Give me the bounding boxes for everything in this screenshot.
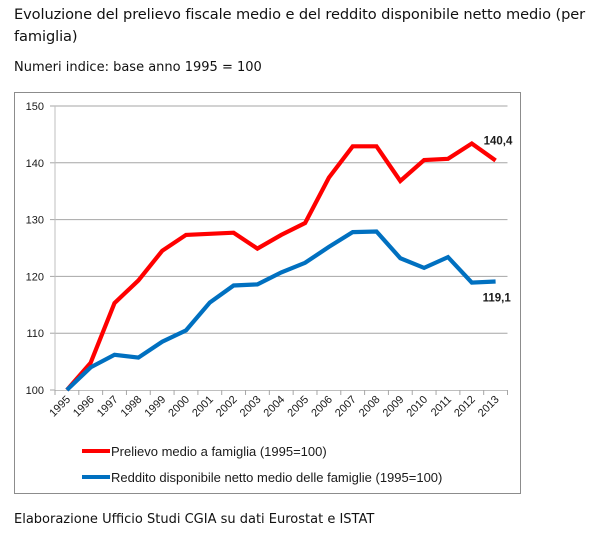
x-tick-label: 2012 [452,394,478,420]
x-tick-label: 1995 [47,394,73,420]
gridlines [55,105,508,334]
data-label-prelievo: 140,4 [484,136,513,148]
source-note: Elaborazione Ufficio Studi CGIA su dati … [14,512,375,527]
page-title: Evoluzione del prelievo fiscale medio e … [14,6,586,45]
chart-frame [14,92,521,494]
x-tick-label: 2009 [381,394,407,420]
x-tick-label: 2008 [357,394,383,420]
x-tick-label: 1999 [142,394,168,420]
data-labels: 140,4 119,1 [483,136,513,305]
data-label-reddito: 119,1 [483,293,512,305]
x-tick-label: 1997 [95,394,121,420]
x-tick-label: 2002 [214,394,240,420]
x-tick-label: 2006 [309,394,335,420]
series-lines [65,140,497,392]
x-tick-label: 1998 [119,394,145,420]
x-tick-label: 2005 [285,394,311,420]
x-tick-label: 2000 [166,394,192,420]
y-axis-tick-labels: 100 110 120 130 140 150 [26,101,44,397]
x-axis-tick-labels: 1995199619971998199920002001200220032004… [47,394,501,420]
legend-label-1: Reddito disponibile netto medio delle fa… [111,470,442,485]
x-tick-label: 2001 [190,394,216,420]
axes [50,105,508,395]
legend: Prelievo medio a famiglia (1995=100) Redd… [82,444,442,485]
x-tick-label: 2010 [404,394,430,420]
x-tick-label: 2003 [238,394,264,420]
x-tick-label: 2011 [429,394,454,419]
y-tick-label: 140 [26,158,44,170]
x-tick-label: 2013 [476,394,502,420]
y-tick-label: 100 [26,385,44,397]
y-tick-label: 130 [26,215,44,227]
series-line-0 [65,140,497,392]
chart-subtitle: Numeri indice: base anno 1995 = 100 [14,60,262,75]
y-tick-label: 110 [26,328,44,340]
x-tick-label: 1996 [71,394,97,420]
y-tick-label: 120 [26,271,44,283]
x-tick-label: 2007 [333,394,359,420]
x-tick-label: 2004 [262,394,288,420]
y-tick-label: 150 [26,101,44,113]
series-line-1 [65,229,496,392]
legend-label-0: Prelievo medio a famiglia (1995=100) [111,444,327,459]
